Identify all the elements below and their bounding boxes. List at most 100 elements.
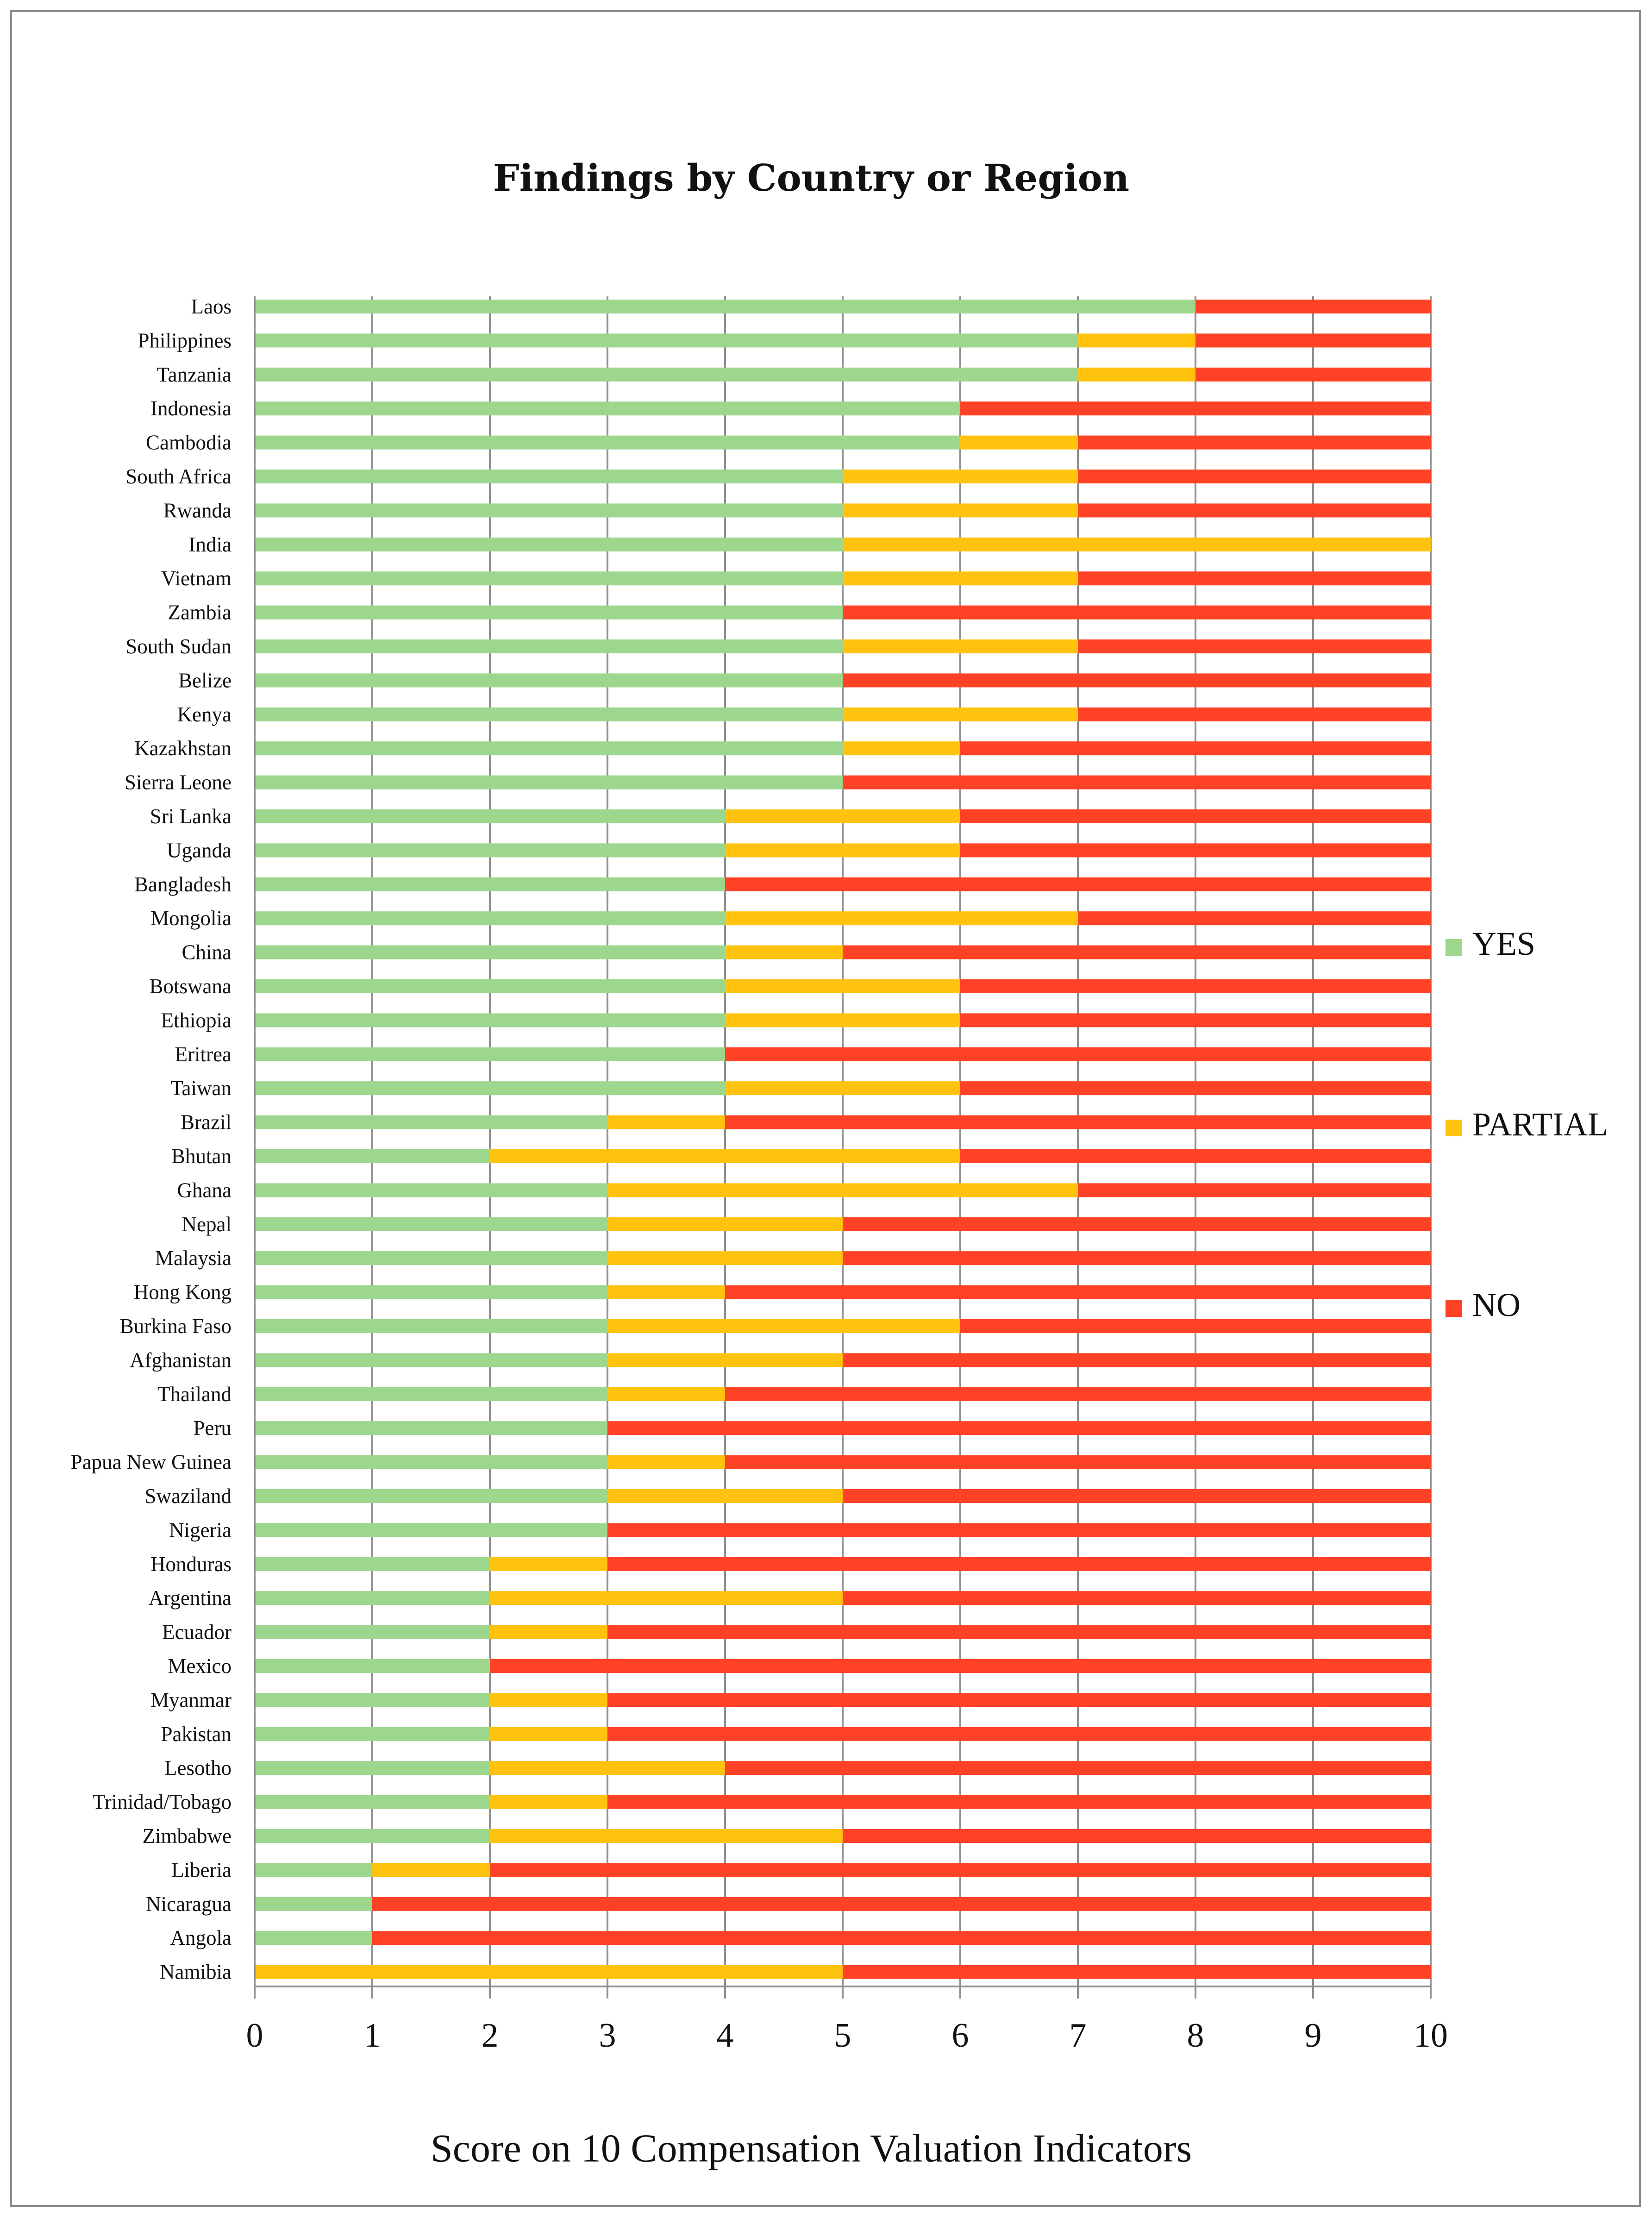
- bar-partial-49: [255, 1965, 843, 1979]
- bar-no-47: [372, 1897, 1431, 1911]
- x-tick-label: 3: [599, 2017, 616, 2055]
- bar-partial-20: [725, 979, 960, 993]
- bar-no-1: [1195, 333, 1431, 348]
- category-label: Ghana: [177, 1178, 232, 1202]
- bar-yes-30: [255, 1319, 607, 1333]
- bar-no-23: [960, 1081, 1431, 1096]
- bar-no-44: [607, 1795, 1431, 1809]
- x-axis-label: Score on 10 Compensation Valuation Indic…: [431, 2126, 1192, 2170]
- bar-yes-40: [255, 1659, 490, 1673]
- bar-no-11: [843, 673, 1431, 688]
- category-label: Swaziland: [145, 1485, 232, 1508]
- bar-no-42: [607, 1727, 1431, 1741]
- bar-yes-10: [255, 639, 843, 653]
- category-label: Trinidad/Tobago: [93, 1791, 232, 1814]
- bar-no-34: [725, 1455, 1431, 1469]
- bar-yes-19: [255, 945, 725, 959]
- category-label: Rwanda: [163, 499, 232, 522]
- bar-partial-2: [1078, 367, 1195, 382]
- bar-partial-18: [725, 911, 1078, 926]
- bar-partial-23: [725, 1081, 960, 1096]
- legend-label-partial: PARTIAL: [1472, 1106, 1608, 1143]
- bars: [255, 300, 1431, 1979]
- bar-yes-47: [255, 1897, 372, 1911]
- bar-no-45: [843, 1829, 1431, 1843]
- bar-no-10: [1078, 639, 1431, 653]
- bar-yes-13: [255, 741, 843, 756]
- chart-title: Findings by Country or Region: [493, 156, 1129, 200]
- x-tick-label: 2: [482, 2017, 499, 2055]
- category-label: Brazil: [181, 1111, 232, 1134]
- x-tick-label: 9: [1305, 2017, 1322, 2055]
- category-label: Nigeria: [169, 1518, 232, 1541]
- bar-partial-25: [490, 1149, 960, 1163]
- bar-partial-16: [725, 843, 960, 858]
- bar-no-9: [843, 605, 1431, 620]
- bar-yes-4: [255, 435, 960, 450]
- bar-partial-12: [843, 707, 1078, 721]
- bar-partial-32: [607, 1387, 725, 1401]
- category-label: Namibia: [160, 1961, 232, 1984]
- bar-yes-38: [255, 1591, 490, 1605]
- category-label: Malaysia: [155, 1247, 232, 1270]
- bar-partial-10: [843, 639, 1078, 653]
- bar-no-27: [843, 1217, 1431, 1231]
- category-label: Afghanistan: [130, 1348, 232, 1372]
- bar-partial-21: [725, 1013, 960, 1028]
- bar-partial-31: [607, 1353, 843, 1367]
- category-label: Belize: [178, 669, 232, 692]
- x-tick-label: 1: [364, 2017, 381, 2055]
- bar-yes-27: [255, 1217, 607, 1231]
- bar-no-24: [725, 1115, 1431, 1129]
- x-tick-label: 8: [1187, 2017, 1204, 2055]
- category-label: South Sudan: [125, 635, 232, 658]
- bar-no-0: [1195, 300, 1431, 313]
- bar-yes-14: [255, 775, 843, 789]
- x-tick-label: 4: [717, 2017, 734, 2055]
- bar-partial-1: [1078, 333, 1195, 348]
- category-label: Kenya: [177, 703, 232, 726]
- bar-partial-28: [607, 1251, 843, 1266]
- bar-no-3: [960, 401, 1431, 416]
- bar-no-21: [960, 1013, 1431, 1028]
- bar-yes-31: [255, 1353, 607, 1367]
- category-label: Sierra Leone: [125, 771, 232, 794]
- bar-no-22: [725, 1047, 1431, 1061]
- x-tick-label: 5: [834, 2017, 851, 2055]
- category-label: Myanmar: [150, 1688, 232, 1711]
- bar-no-33: [607, 1421, 1431, 1435]
- x-tick-label: 10: [1414, 2017, 1448, 2055]
- bar-yes-5: [255, 470, 843, 483]
- category-label: Laos: [191, 295, 232, 318]
- bar-partial-29: [607, 1285, 725, 1299]
- bar-no-2: [1195, 367, 1431, 382]
- x-tick-label: 6: [952, 2017, 969, 2055]
- bar-no-17: [725, 877, 1431, 891]
- category-label: Vietnam: [161, 567, 232, 590]
- bar-no-4: [1078, 435, 1431, 450]
- category-label: Ethiopia: [161, 1009, 232, 1032]
- category-label: Thailand: [157, 1383, 232, 1406]
- bar-no-31: [843, 1353, 1431, 1367]
- bar-no-38: [843, 1591, 1431, 1605]
- category-label: Hong Kong: [134, 1281, 232, 1304]
- category-label: Argentina: [149, 1586, 232, 1610]
- bar-no-15: [960, 809, 1431, 823]
- legend: YES PARTIAL NO: [1446, 925, 1608, 1323]
- category-label: Kazakhstan: [134, 737, 232, 760]
- bar-yes-8: [255, 571, 843, 586]
- category-label: Sri Lanka: [150, 805, 232, 828]
- bar-partial-43: [490, 1761, 725, 1775]
- bar-yes-44: [255, 1795, 490, 1809]
- bar-partial-44: [490, 1795, 607, 1809]
- bar-no-30: [960, 1319, 1431, 1333]
- bar-yes-43: [255, 1761, 490, 1775]
- category-label: Nepal: [182, 1213, 232, 1236]
- bar-yes-26: [255, 1183, 607, 1197]
- bar-no-36: [607, 1523, 1431, 1537]
- bar-no-41: [607, 1693, 1431, 1707]
- bar-partial-27: [607, 1217, 843, 1231]
- bar-no-18: [1078, 911, 1431, 926]
- bar-no-49: [843, 1965, 1431, 1979]
- bar-no-37: [607, 1557, 1431, 1571]
